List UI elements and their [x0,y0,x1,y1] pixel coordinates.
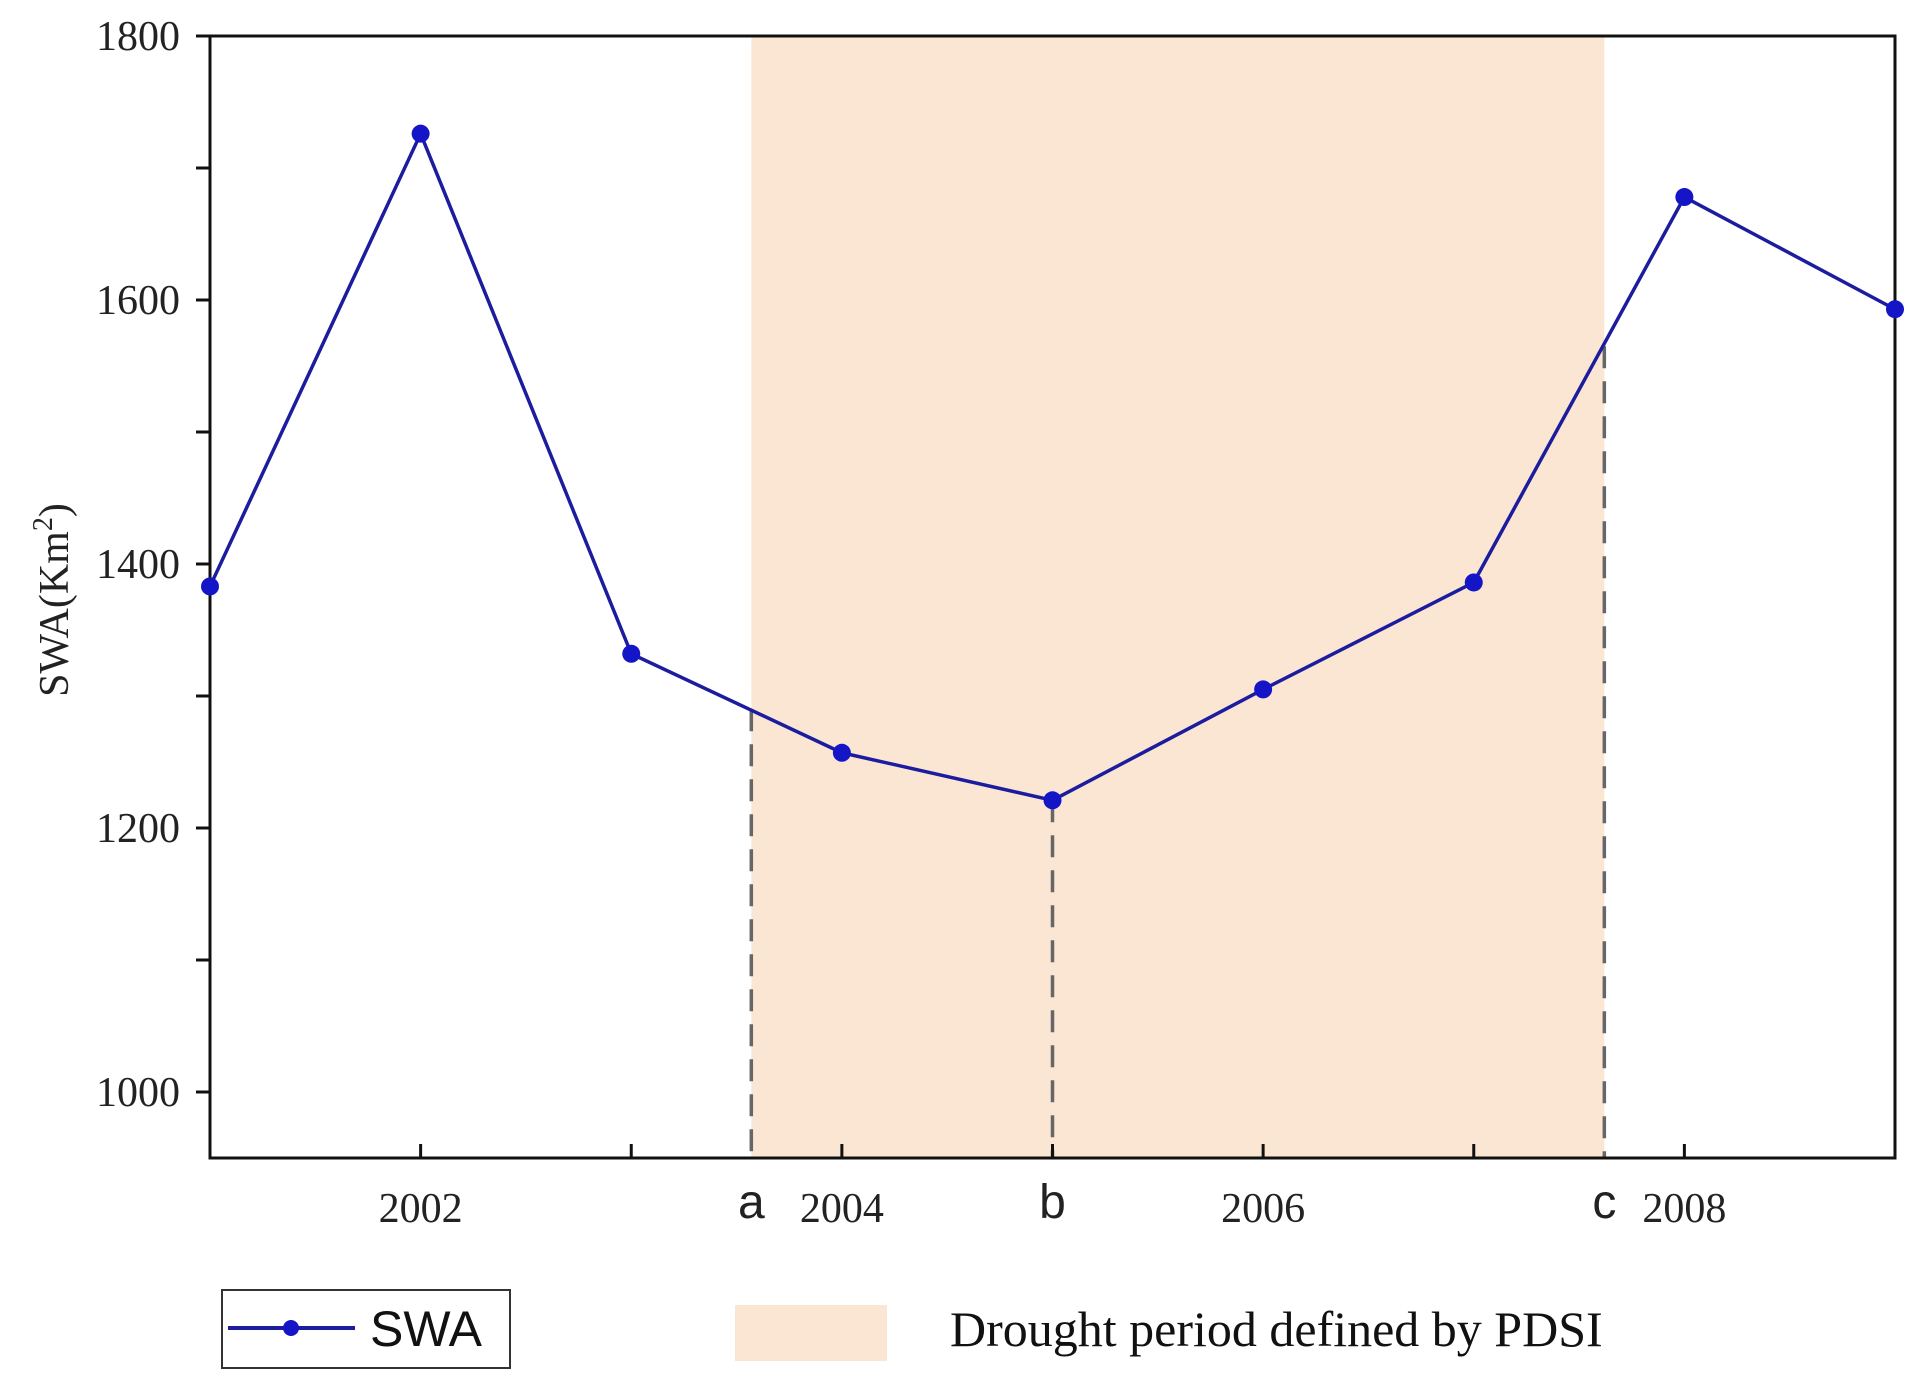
x-tick-label-2008: 2008 [1642,1186,1726,1232]
data-point-2005 [1043,791,1062,810]
y-axis-label: SWA(Km2) [28,503,78,697]
legend-drought-swatch [735,1305,887,1361]
x-axis-ticks: 2002 2004 2006 2008 [208,1144,1897,1232]
data-point-2001 [201,577,219,596]
legend-swa-marker [283,1320,299,1336]
drought-shaded-region [751,36,1605,1158]
y-tick-label-1200: 1200 [96,806,180,852]
x-tick-label-2002: 2002 [379,1186,463,1232]
y-tick-label-1000: 1000 [96,1070,180,1116]
legend-swa-label: SWA [370,1301,483,1357]
marker-label-b: b [1039,1176,1066,1229]
x-tick-label-2006: 2006 [1221,1186,1305,1232]
marker-label-a: a [738,1176,765,1229]
y-tick-label-1600: 1600 [96,278,180,324]
legend-drought-label: Drought period defined by PDSI [950,1301,1603,1357]
x-tick-label-2004: 2004 [800,1186,884,1232]
marker-guides [749,346,1607,1158]
y-tick-label-1800: 1800 [96,14,180,60]
data-point-2002 [411,124,430,143]
y-axis-ticks: 1000 1200 1400 1600 1800 [96,14,210,1116]
marker-labels: a b c [738,1176,1616,1229]
data-point-2006 [1254,680,1273,699]
data-point-2003 [622,644,641,663]
y-tick-label-1400: 1400 [96,542,180,588]
data-point-2009 [1886,300,1904,319]
marker-label-c: c [1592,1176,1616,1229]
data-point-2004 [832,743,851,762]
data-point-2007 [1464,573,1483,592]
legend: SWA Drought period defined by PDSI [221,1289,1603,1369]
data-point-2008 [1675,188,1694,207]
swa-series [201,124,1904,810]
